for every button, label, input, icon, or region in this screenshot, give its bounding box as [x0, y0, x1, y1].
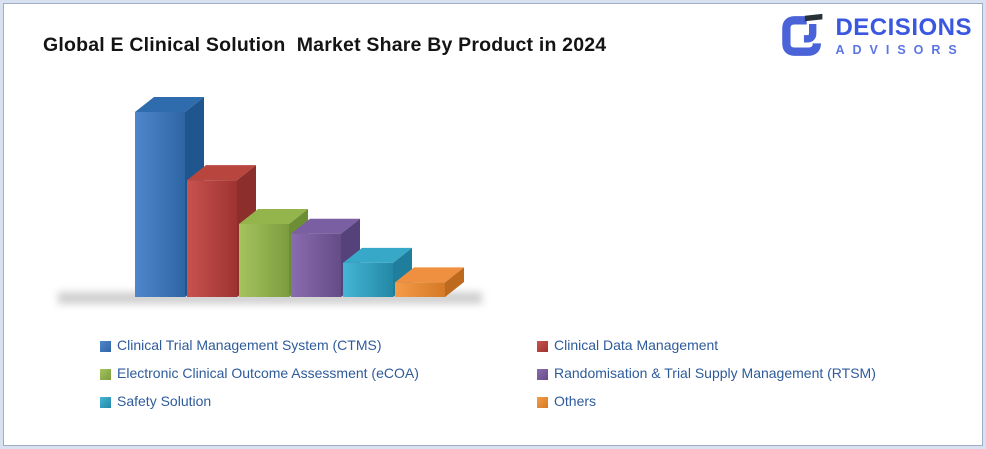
- legend-item: Safety Solution: [100, 394, 537, 409]
- bar-side-face: [445, 267, 464, 297]
- floor-shadow: [58, 292, 482, 304]
- bar-front-face: [343, 262, 393, 297]
- legend-item: Others: [537, 394, 876, 409]
- legend-swatch: [100, 368, 111, 380]
- bar-front-face: [291, 233, 341, 297]
- chart-title: Global E Clinical Solution Market Share …: [43, 34, 607, 56]
- bar-top-face: [135, 97, 204, 112]
- legend-label: Clinical Data Management: [554, 337, 719, 353]
- legend-item: Electronic Clinical Outcome Assessment (…: [100, 366, 537, 381]
- legend-swatch: [537, 340, 548, 352]
- legend-label: Electronic Clinical Outcome Assessment (…: [117, 365, 419, 381]
- legend-label: Safety Solution: [117, 393, 212, 409]
- bar-side-face: [341, 218, 360, 297]
- legend-swatch: [537, 368, 548, 380]
- legend-item: Clinical Data Management: [537, 338, 876, 353]
- chart-card: Global E Clinical Solution Market Share …: [3, 3, 983, 446]
- legend-label: Randomisation & Trial Supply Management …: [554, 365, 876, 381]
- bar-3: [239, 208, 308, 297]
- bar-4: [291, 218, 360, 297]
- legend-swatch: [100, 340, 111, 352]
- bar-5: [343, 247, 412, 297]
- logo-text: DECISIONS ADVISORS: [835, 15, 972, 56]
- bar-top-face: [187, 165, 256, 181]
- logo-subname: ADVISORS: [835, 42, 965, 57]
- bar-front-face: [239, 223, 289, 297]
- bar-front-face: [395, 282, 445, 297]
- bar-6: [395, 267, 464, 297]
- chart-legend: Clinical Trial Management System (CTMS) C…: [100, 338, 876, 409]
- bar-top-face: [239, 208, 308, 224]
- bar-top-face: [343, 247, 412, 263]
- legend-swatch: [537, 396, 548, 408]
- company-logo: DECISIONS ADVISORS: [779, 12, 972, 60]
- bar-front-face: [187, 180, 237, 297]
- legend-label: Clinical Trial Management System (CTMS): [117, 337, 382, 353]
- bar-top-face: [395, 267, 464, 283]
- bar-1: [135, 97, 204, 297]
- bar-side-face: [237, 165, 256, 297]
- legend-swatch: [100, 396, 111, 408]
- bar-side-face: [289, 208, 308, 297]
- logo-mark-icon: [782, 13, 823, 56]
- bar-2: [187, 165, 256, 297]
- bar-top-face: [291, 218, 360, 234]
- legend-item: Randomisation & Trial Supply Management …: [537, 366, 876, 381]
- logo-name: DECISIONS: [835, 14, 972, 42]
- legend-label: Others: [554, 393, 597, 409]
- bar-side-face: [185, 97, 204, 297]
- bar-side-face: [393, 247, 412, 297]
- bar-front-face: [135, 112, 185, 297]
- legend-item: Clinical Trial Management System (CTMS): [100, 338, 537, 353]
